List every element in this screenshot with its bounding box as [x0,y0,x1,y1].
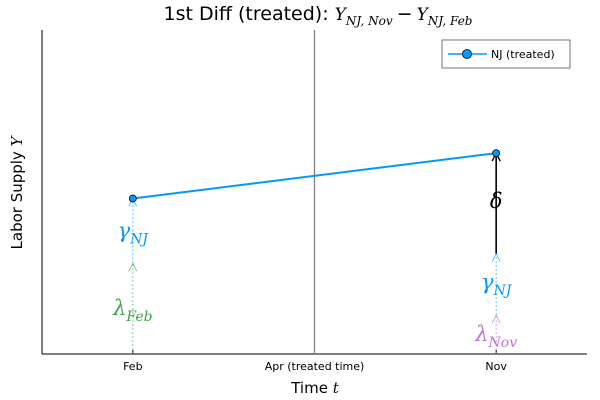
series-point [492,149,501,158]
title-term1-sub: NJ, Nov [345,14,393,28]
decomposition-label: δ [490,189,503,213]
series-point [128,194,137,203]
title-term2: Y [417,5,430,25]
title-term2-sub: NJ, Feb [427,14,473,28]
title-prefix: 1st Diff (treated): [163,3,334,25]
legend-marker-swatch [462,49,472,59]
y-axis-label-text: Labor Supply [8,146,26,249]
title-operator: − [397,3,413,25]
x-tick-label: Feb [123,360,142,373]
decomposition-label: λNov [474,322,517,351]
y-axis-label: Labor Supply Y [8,134,26,249]
decomposition-label: γNJ [481,270,513,299]
y-axis-label-var: Y [8,134,26,146]
x-axis-label-text: Time [290,379,332,397]
series-line [132,152,497,200]
legend-label: NJ (treated) [491,48,555,61]
x-tick-label: Apr (treated time) [265,360,365,373]
x-axis-label: Time t [290,379,339,397]
plot-layer: Feb Apr (treated time) Nov λFeb γNJ λNov γNJ δ [41,30,587,373]
decomposition-label: γNJ [118,218,150,247]
title-term1: Y [335,5,348,25]
chart-title: 1st Diff (treated): YNJ, Nov − YNJ, Feb [163,3,472,28]
legend: NJ (treated) [441,39,571,69]
decomposition-label: λFeb [112,296,153,325]
x-tick-label: Nov [485,360,507,373]
x-axis-label-var: t [333,379,340,397]
